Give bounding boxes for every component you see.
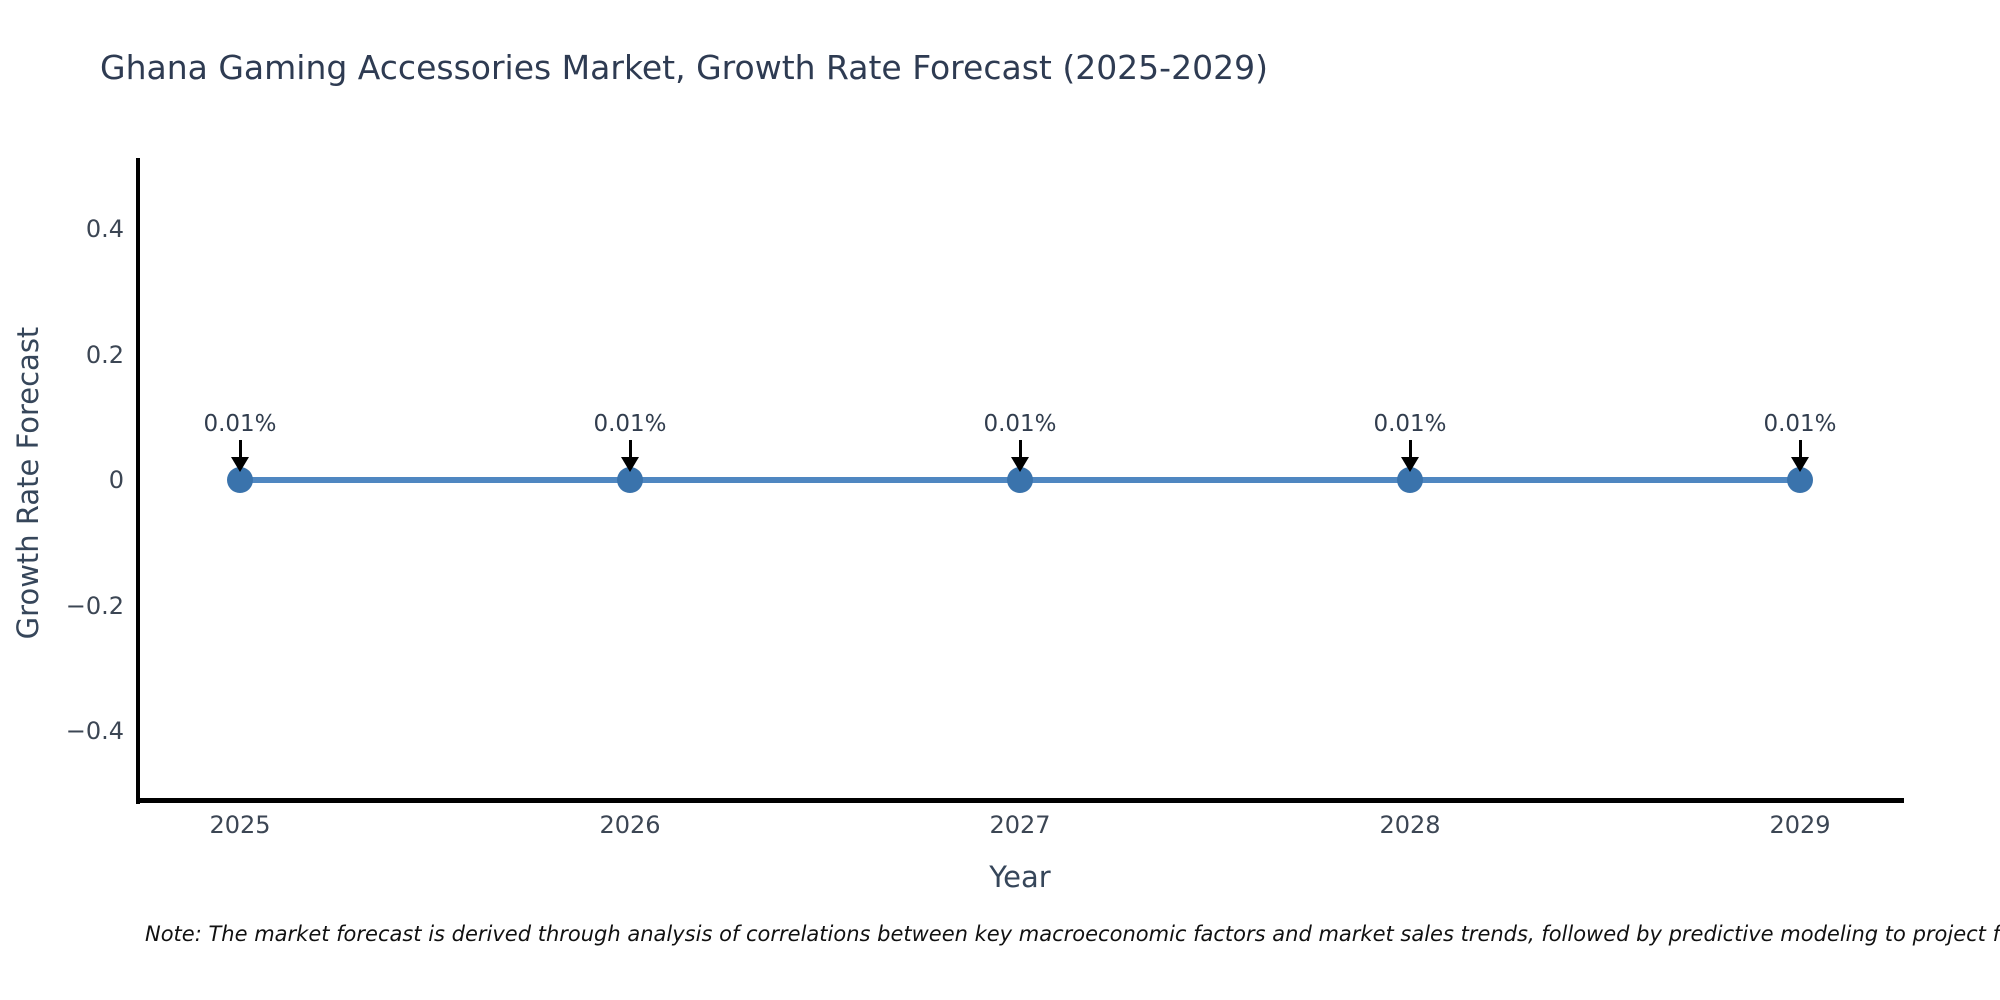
annotation-arrow-shaft bbox=[1799, 440, 1802, 459]
annotation-arrow-head-icon bbox=[231, 457, 249, 472]
annotation-arrow-head-icon bbox=[621, 457, 639, 472]
annotation-arrow-head-icon bbox=[1401, 457, 1419, 472]
y-tick-label: 0 bbox=[108, 466, 124, 494]
y-tick-label: −0.4 bbox=[65, 717, 124, 745]
y-tick-label: 0.4 bbox=[85, 215, 124, 243]
x-tick-label: 2027 bbox=[989, 811, 1051, 839]
x-tick-label: 2028 bbox=[1379, 811, 1441, 839]
footnote: Note: The market forecast is derived thr… bbox=[145, 922, 2000, 946]
x-axis-line bbox=[136, 798, 1904, 803]
annotation-arrow-head-icon bbox=[1011, 457, 1029, 472]
annotation-arrow-shaft bbox=[1019, 440, 1022, 459]
x-axis-title: Year bbox=[989, 860, 1051, 894]
point-value-label: 0.01% bbox=[983, 411, 1057, 437]
annotation-arrow-shaft bbox=[239, 440, 242, 459]
x-tick-label: 2029 bbox=[1769, 811, 1831, 839]
y-tick-label: −0.2 bbox=[65, 591, 124, 620]
chart-title: Ghana Gaming Accessories Market, Growth … bbox=[100, 48, 1268, 87]
annotation-arrow-shaft bbox=[1409, 440, 1412, 459]
point-value-label: 0.01% bbox=[203, 411, 277, 437]
annotation-arrow-head-icon bbox=[1791, 457, 1809, 472]
x-tick-label: 2026 bbox=[599, 811, 661, 839]
x-tick-label: 2025 bbox=[209, 811, 271, 839]
point-value-label: 0.01% bbox=[593, 411, 667, 437]
point-value-label: 0.01% bbox=[1763, 411, 1837, 437]
annotation-arrow-shaft bbox=[629, 440, 632, 459]
point-value-label: 0.01% bbox=[1373, 411, 1447, 437]
y-axis-line bbox=[136, 158, 140, 804]
y-tick-label: 0.2 bbox=[85, 340, 124, 369]
